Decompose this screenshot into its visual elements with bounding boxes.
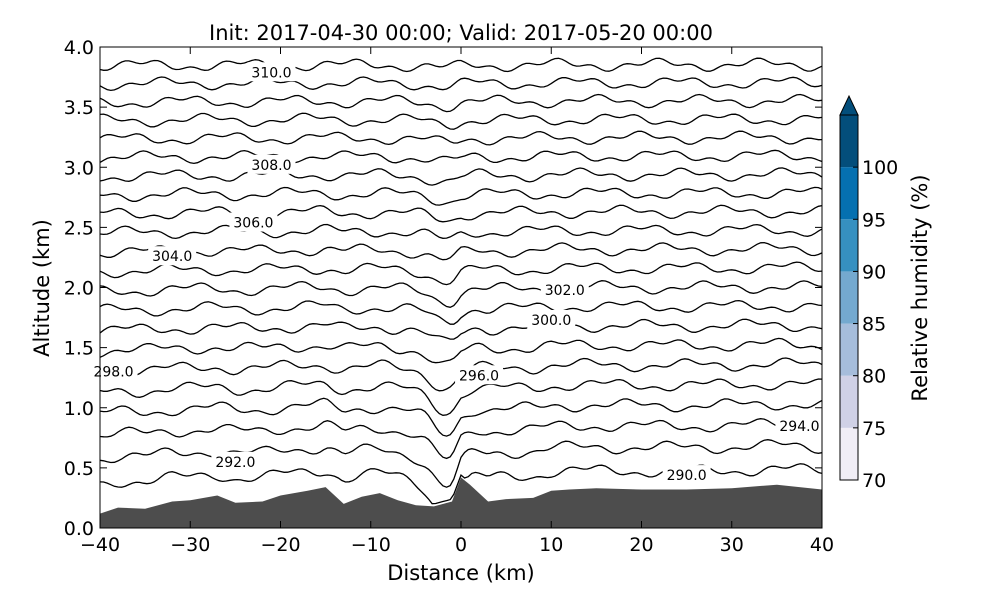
contour-line: [99, 76, 823, 92]
contour-label: 298.0: [89, 361, 138, 381]
x-tick-label: −30: [170, 534, 210, 556]
contour-lines: [99, 57, 823, 505]
contour-line: [99, 299, 823, 325]
contour-label: 292.0: [211, 451, 260, 471]
contour-label: 308.0: [247, 154, 296, 174]
y-axis-ticks: 0.0 0.5 1.0 1.5 2.0 2.5 3.0 3.5 4.0: [64, 37, 822, 540]
colorbar-title: Relative humidity (%): [908, 174, 932, 401]
svg-text:300.0: 300.0: [531, 313, 571, 329]
contour-label: 290.0: [662, 465, 711, 485]
contour-label: 296.0: [455, 365, 504, 385]
x-tick-label: −20: [260, 534, 300, 556]
y-tick-label: 1.5: [64, 338, 94, 360]
colorbar-tick-label: 95: [862, 209, 886, 231]
svg-text:298.0: 298.0: [93, 365, 133, 381]
y-axis-title: Altitude (km): [30, 219, 54, 357]
contour-label: 294.0: [775, 415, 824, 435]
contour-line: [99, 204, 823, 223]
contour-line: [99, 93, 823, 113]
contour-line: [99, 241, 823, 261]
x-axis-ticks: −40 −30 −20 −10 0 10 20 30 40: [80, 47, 834, 556]
x-tick-label: 20: [629, 534, 653, 556]
colorbar-segment: [840, 219, 858, 272]
svg-text:302.0: 302.0: [545, 283, 585, 299]
contour-line: [99, 418, 823, 460]
colorbar-tick-label: 75: [862, 418, 886, 440]
colorbar-tick-label: 85: [862, 314, 886, 336]
svg-text:308.0: 308.0: [251, 158, 291, 174]
colorbar-segment: [840, 271, 858, 324]
contour-label: 306.0: [229, 212, 278, 232]
contour-label: 300.0: [527, 309, 576, 329]
y-tick-label: 3.5: [64, 97, 94, 119]
colorbar-segment: [840, 115, 858, 168]
colorbar-tick-label: 90: [862, 261, 886, 283]
x-tick-label: −10: [351, 534, 391, 556]
svg-text:296.0: 296.0: [459, 368, 499, 384]
contour-line: [99, 223, 823, 240]
contour-line: [99, 261, 823, 286]
colorbar-segment: [840, 427, 858, 480]
colorbar-tick-label: 70: [862, 470, 886, 492]
y-tick-label: 2.0: [64, 278, 94, 300]
colorbar-segment: [840, 167, 858, 220]
colorbar-segment: [840, 323, 858, 376]
contour-line: [99, 57, 823, 73]
colorbar-frame: [839, 114, 859, 481]
x-axis-title: Distance (km): [387, 561, 535, 585]
contour-line: [99, 167, 823, 186]
y-tick-label: 0.0: [64, 518, 94, 540]
contour-label: 304.0: [148, 246, 197, 266]
chart-title: Init: 2017-04-30 00:00; Valid: 2017-05-2…: [209, 21, 713, 45]
contour-label: 310.0: [247, 62, 296, 82]
y-tick-label: 1.0: [64, 398, 94, 420]
colorbar-extend-arrow: [839, 94, 859, 116]
contour-line: [99, 280, 823, 308]
contour-line: [99, 112, 823, 130]
plot-area: 310.0 308.0 306.0 304.0 302.0 300.0 298.0 296.0…: [89, 46, 824, 529]
contour-line: [99, 318, 823, 340]
x-tick-label: −40: [80, 534, 120, 556]
colorbar: 70 75 80 85 90 95 100: [839, 94, 898, 492]
y-tick-label: 0.5: [64, 458, 94, 480]
contour-line: [99, 378, 823, 416]
x-tick-label: 0: [455, 534, 467, 556]
colorbar-tick-label: 100: [862, 157, 898, 179]
svg-text:294.0: 294.0: [779, 419, 819, 435]
svg-text:306.0: 306.0: [233, 216, 273, 232]
contour-line: [99, 186, 823, 206]
contour-line: [99, 397, 823, 437]
contour-line: [99, 337, 823, 364]
contour-line: [99, 130, 823, 146]
x-tick-label: 10: [539, 534, 563, 556]
y-tick-label: 3.0: [64, 157, 94, 179]
svg-text:310.0: 310.0: [251, 65, 291, 81]
contour-labels: 310.0 308.0 306.0 304.0 302.0 300.0 298.0 296.0…: [89, 62, 824, 485]
x-tick-label: 30: [720, 534, 744, 556]
svg-text:290.0: 290.0: [667, 468, 707, 484]
y-tick-label: 2.5: [64, 217, 94, 239]
svg-text:304.0: 304.0: [152, 249, 192, 265]
y-tick-label: 4.0: [64, 37, 94, 59]
colorbar-segment: [840, 375, 858, 428]
colorbar-tick-label: 80: [862, 366, 886, 388]
contour-label: 302.0: [540, 279, 589, 299]
terrain-profile: [100, 477, 822, 528]
contour-line: [99, 149, 823, 165]
svg-text:292.0: 292.0: [215, 455, 255, 471]
plot-background: [100, 47, 822, 528]
x-tick-label: 40: [810, 534, 834, 556]
